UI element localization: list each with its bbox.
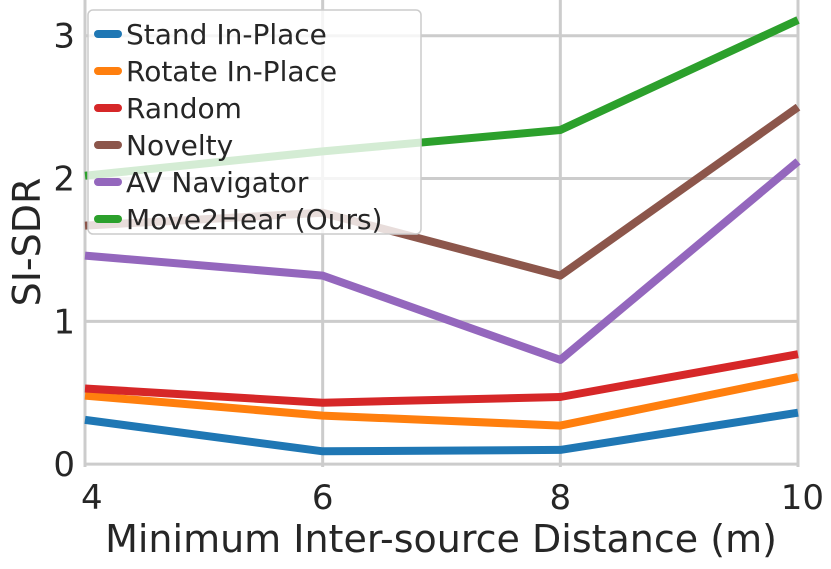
series-line-1: [84, 408, 799, 456]
y-tick-label: 2: [53, 160, 75, 200]
x-tick-label: 10: [781, 478, 824, 518]
legend-label: Move2Hear (Ours): [126, 203, 382, 236]
legend-label: Rotate In-Place: [126, 55, 337, 88]
y-tick-label: 0: [53, 445, 75, 485]
axes: 4 6 8 10 0 1 2 3: [53, 17, 824, 518]
x-tick-label: 4: [81, 478, 103, 518]
x-axis-title: Minimum Inter-source Distance (m): [105, 517, 777, 561]
y-axis-title: SI-SDR: [5, 178, 49, 307]
x-tick-label: 8: [550, 478, 572, 518]
y-tick-label: 1: [53, 302, 75, 342]
legend: Stand In-Place Rotate In-Place Random Novel…: [87, 9, 422, 236]
legend-box: [87, 9, 422, 235]
series-line-2: [84, 373, 799, 430]
series-line-5: [84, 158, 801, 364]
x-tick-label: 6: [312, 478, 334, 518]
series-line-3: [84, 350, 799, 407]
legend-label: Novelty: [126, 129, 233, 162]
y-tick-label: 3: [53, 17, 75, 57]
legend-label: AV Navigator: [126, 166, 309, 199]
legend-label: Stand In-Place: [126, 18, 327, 51]
legend-label: Random: [126, 92, 242, 125]
